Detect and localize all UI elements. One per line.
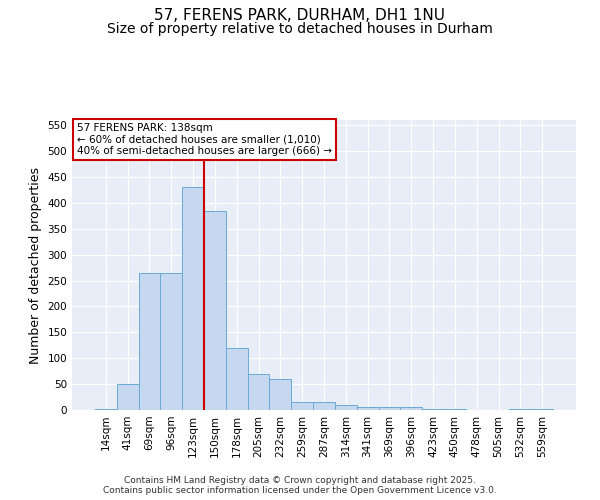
Bar — [95, 409, 117, 410]
Text: 57 FERENS PARK: 138sqm
← 60% of detached houses are smaller (1,010)
40% of semi-: 57 FERENS PARK: 138sqm ← 60% of detached… — [77, 123, 332, 156]
Text: Size of property relative to detached houses in Durham: Size of property relative to detached ho… — [107, 22, 493, 36]
Text: 57, FERENS PARK, DURHAM, DH1 1NU: 57, FERENS PARK, DURHAM, DH1 1NU — [155, 8, 445, 22]
Bar — [139, 273, 160, 410]
Bar — [531, 409, 553, 410]
Bar — [335, 405, 357, 410]
Bar — [313, 402, 335, 410]
Bar — [400, 408, 422, 410]
Bar — [509, 409, 531, 410]
Bar — [117, 384, 139, 410]
Bar — [357, 408, 379, 410]
Bar — [422, 409, 444, 410]
Bar — [160, 273, 182, 410]
Bar — [226, 348, 248, 410]
Bar — [291, 402, 313, 410]
Text: Contains HM Land Registry data © Crown copyright and database right 2025.
Contai: Contains HM Land Registry data © Crown c… — [103, 476, 497, 495]
Bar — [379, 408, 400, 410]
Y-axis label: Number of detached properties: Number of detached properties — [29, 166, 42, 364]
Bar — [248, 374, 269, 410]
Bar — [269, 379, 291, 410]
Bar — [444, 409, 466, 410]
Bar — [204, 210, 226, 410]
Bar — [182, 188, 204, 410]
